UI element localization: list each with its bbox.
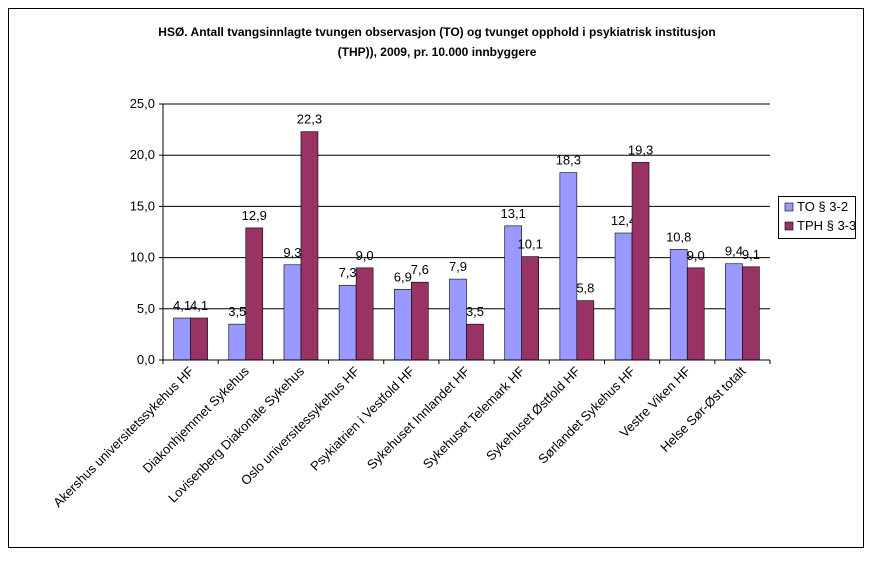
chart-border — [8, 8, 864, 548]
y-tick-label: 15,0 — [130, 198, 155, 213]
value-label: 10,8 — [666, 229, 691, 244]
bar — [742, 266, 760, 361]
bar — [173, 317, 191, 361]
value-label: 9,4 — [725, 244, 743, 259]
value-label: 10,1 — [518, 237, 543, 252]
legend-swatch — [784, 221, 794, 231]
legend-swatch — [784, 202, 794, 212]
value-label: 5,8 — [576, 281, 594, 296]
bar — [283, 264, 302, 361]
bar — [228, 323, 247, 361]
value-label: 9,1 — [742, 247, 760, 262]
bar — [559, 172, 578, 361]
value-label: 4,1 — [190, 298, 208, 313]
value-label: 9,3 — [283, 245, 301, 260]
bar — [725, 263, 743, 361]
value-label: 13,1 — [501, 206, 526, 221]
bar — [614, 232, 633, 361]
bar — [355, 267, 374, 361]
bar — [466, 323, 484, 361]
value-label: 6,9 — [394, 269, 412, 284]
bar — [300, 131, 319, 361]
y-tick-label: 5,0 — [137, 301, 155, 316]
value-label: 22,3 — [297, 112, 322, 127]
chart-title: HSØ. Antall tvangsinnlagte tvungen obser… — [158, 25, 715, 39]
chart-title: (THP)), 2009, pr. 10.000 innbyggere — [338, 45, 537, 59]
value-label: 12,9 — [242, 208, 267, 223]
legend-label: TPH § 3-3 — [797, 218, 856, 233]
value-label: 7,3 — [339, 265, 357, 280]
value-label: 7,9 — [449, 259, 467, 274]
value-label: 3,5 — [466, 304, 484, 319]
y-tick-label: 0,0 — [137, 352, 155, 367]
bar — [394, 289, 412, 361]
bar — [521, 256, 539, 361]
bar — [686, 267, 705, 361]
value-label: 4,1 — [173, 298, 191, 313]
legend-label: TO § 3-2 — [797, 199, 848, 214]
y-tick-label: 25,0 — [130, 96, 155, 111]
y-tick-label: 20,0 — [130, 147, 155, 162]
value-label: 3,5 — [228, 304, 246, 319]
value-label: 19,3 — [628, 142, 653, 157]
bar — [338, 284, 357, 361]
value-label: 12,4 — [611, 213, 636, 228]
value-label: 18,3 — [556, 153, 581, 168]
value-label: 9,0 — [687, 248, 705, 263]
value-label: 7,6 — [411, 262, 429, 277]
bar — [576, 300, 595, 361]
bar — [245, 227, 264, 361]
bar — [449, 278, 467, 361]
bar — [631, 162, 650, 361]
bar — [411, 281, 429, 361]
bar — [669, 249, 688, 361]
bar — [190, 317, 208, 361]
y-tick-label: 10,0 — [130, 250, 155, 265]
value-label: 9,0 — [356, 248, 374, 263]
